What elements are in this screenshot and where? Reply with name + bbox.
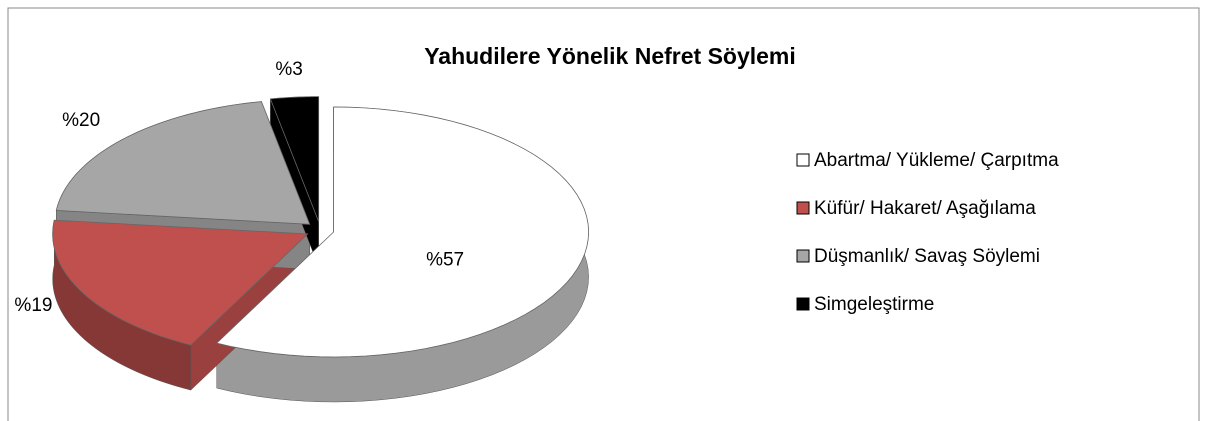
legend-label: Küfür/ Hakaret/ Aşağılama	[814, 198, 1036, 219]
data-label: %57	[426, 249, 464, 270]
pie-slice	[269, 96, 320, 222]
pie-slice	[55, 101, 311, 225]
data-label: %20	[62, 110, 100, 131]
data-label: %3	[275, 59, 302, 80]
pie-slice	[215, 106, 590, 358]
legend-swatch	[796, 249, 810, 263]
legend-label: Düşmanlık/ Savaş Söylemi	[814, 246, 1040, 267]
legend-label: Simgeleştirme	[814, 294, 934, 315]
legend-swatch	[796, 201, 810, 215]
data-label: %19	[14, 295, 52, 316]
chart-title: Yahudilere Yönelik Nefret Söylemi	[424, 43, 796, 69]
legend-swatch	[796, 297, 810, 311]
pie-slice	[52, 219, 309, 346]
legend-swatch	[796, 153, 810, 167]
legend-label: Abartma/ Yükleme/ Çarpıtma	[814, 150, 1059, 171]
